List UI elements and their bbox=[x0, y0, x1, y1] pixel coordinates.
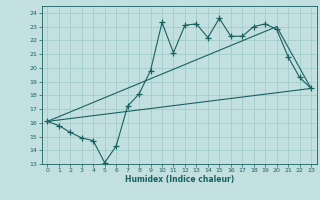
X-axis label: Humidex (Indice chaleur): Humidex (Indice chaleur) bbox=[124, 175, 234, 184]
